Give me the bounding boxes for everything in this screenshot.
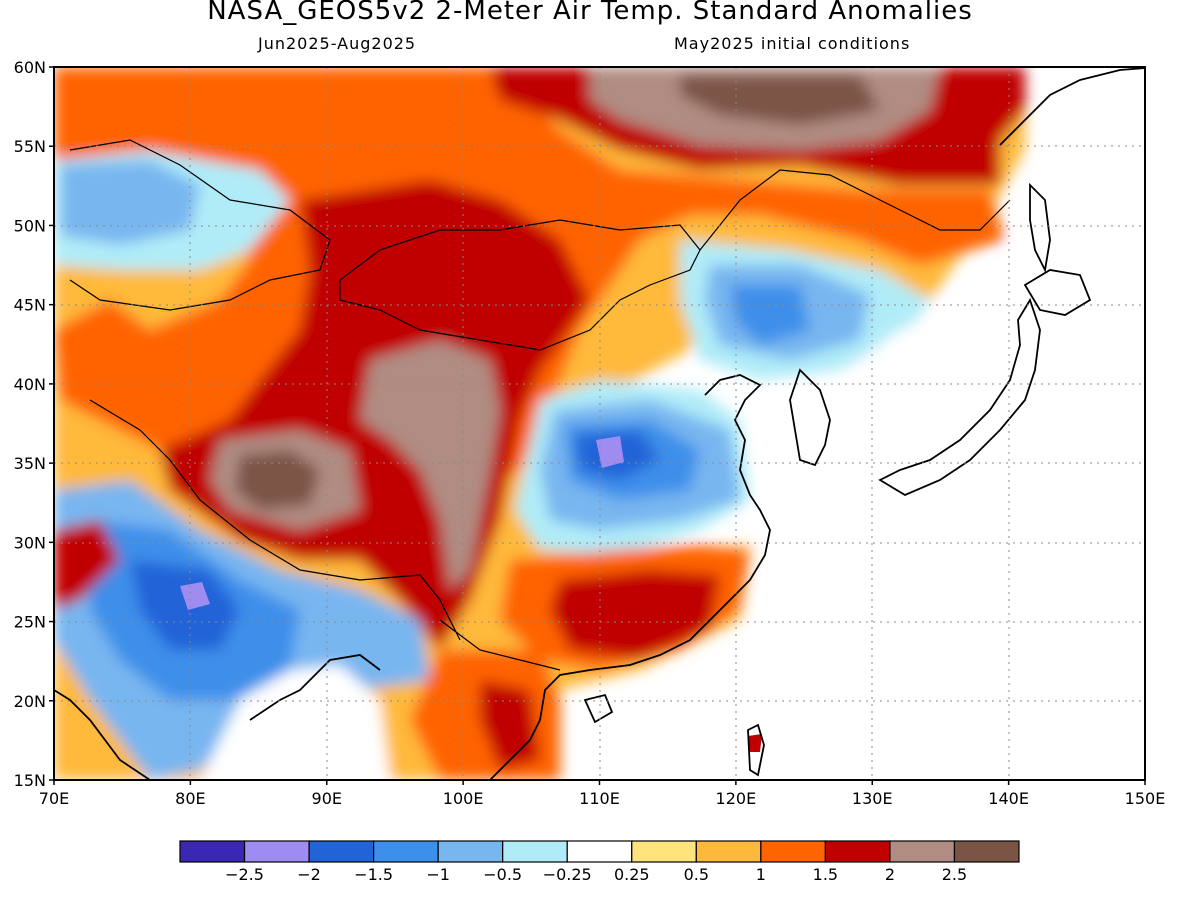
hot-south-china-core [550,570,720,660]
anomaly-patch-tibet [596,436,624,468]
country-borders [69,139,1011,671]
colorbar-swatch [373,840,439,863]
coast-taiwan [747,723,765,777]
colorbar-label: 2.5 [942,865,967,884]
colorbar-swatch [243,840,310,863]
y-tick-label: 40N [14,375,46,394]
colorbar-label: −0.5 [483,865,522,884]
colorbar: −2.5 −2 −1.5 −1 −0.5 −0.25 0.25 0.5 1 1.5 2 2.5 [179,840,1020,884]
x-tick-label: 100E [443,789,484,808]
hot-indochina-core [480,680,540,770]
coast-india [54,689,151,780]
initial-conditions-subtitle: May2025 initial conditions [674,34,911,53]
colorbar-swatch [760,840,826,863]
colorbar-label: −2 [297,865,321,884]
cold-kazakhstan-core [60,160,200,245]
colorbar-label: 1.5 [813,865,838,884]
chart-period-subtitle: Jun2025-Aug2025 [258,34,417,53]
cold-india-deep [130,560,240,650]
x-tick-label: 150E [1125,789,1166,808]
y-tick-label: 25N [14,613,46,632]
border-mongolia [339,219,701,351]
x-tick-label: 80E [175,789,205,808]
x-tick-label: 130E [852,789,893,808]
x-tick-label: 120E [716,789,757,808]
colorbar-swatch [695,840,762,863]
ocean-bengal-mask [200,665,390,780]
colorbar-label: −1.5 [354,865,393,884]
colorbar-label: 0.25 [614,865,650,884]
hot-tibet-core [235,450,320,510]
colorbar-swatch [437,840,504,863]
coast-russia-east [999,67,1145,146]
coast-hainan [583,693,614,724]
coast-japan-hokkaido [1023,269,1092,316]
colorbar-label: −1 [426,865,450,884]
coastlines [54,67,1145,780]
hot-qinghai-region [360,340,500,590]
colorbar-label: 0.5 [684,865,709,884]
coast-bay-of-bengal [249,654,381,721]
colorbar-swatch [953,840,1020,863]
cold-northeast-deep [730,285,810,345]
y-tick-label: 45N [14,296,46,315]
coast-sakhalin [1029,182,1051,273]
y-tick-label: 60N [14,58,46,77]
y-tick-label: 20N [14,692,46,711]
chart-title: NASA_GEOS5v2 2-Meter Air Temp. Standard … [207,0,973,26]
colorbar-swatch [502,840,568,863]
colorbar-swatch [179,840,246,863]
x-tick-label: 90E [312,789,342,808]
coast-china [489,374,771,780]
colorbar-swatch [566,840,633,863]
border-china-vietnam [439,619,561,671]
x-tick-label: 140E [988,789,1029,808]
y-tick-label: 35N [14,454,46,473]
colorbar-label: −2.5 [225,865,264,884]
border-china-india [89,399,461,641]
axis-ticks: 70E 80E 90E 100E 110E 120E 130E 140E 150E 15N 20N 2… [14,58,1166,808]
coast-korea [789,368,831,467]
y-tick-label: 55N [14,137,46,156]
y-tick-label: 15N [14,771,46,790]
colorbar-label: 1 [756,865,766,884]
colorbar-label: −0.25 [543,865,592,884]
colorbar-swatch [308,840,375,863]
colorbar-label: 2 [885,865,895,884]
coast-japan-honshu [878,297,1041,497]
border-kazakhstan [69,139,331,311]
x-tick-label: 110E [579,789,620,808]
anomaly-field [54,67,1145,780]
hot-siberia-core [680,75,880,125]
colorbar-swatch [824,840,891,863]
colorbar-swatch [631,840,697,863]
colorbar-swatch [889,840,956,863]
border-china-russia-ne [699,169,1011,251]
x-tick-label: 70E [39,789,69,808]
y-tick-label: 30N [14,533,46,552]
anomaly-patch-taiwan [748,734,762,752]
anomaly-patch-india [180,582,210,610]
y-tick-label: 50N [14,216,46,235]
